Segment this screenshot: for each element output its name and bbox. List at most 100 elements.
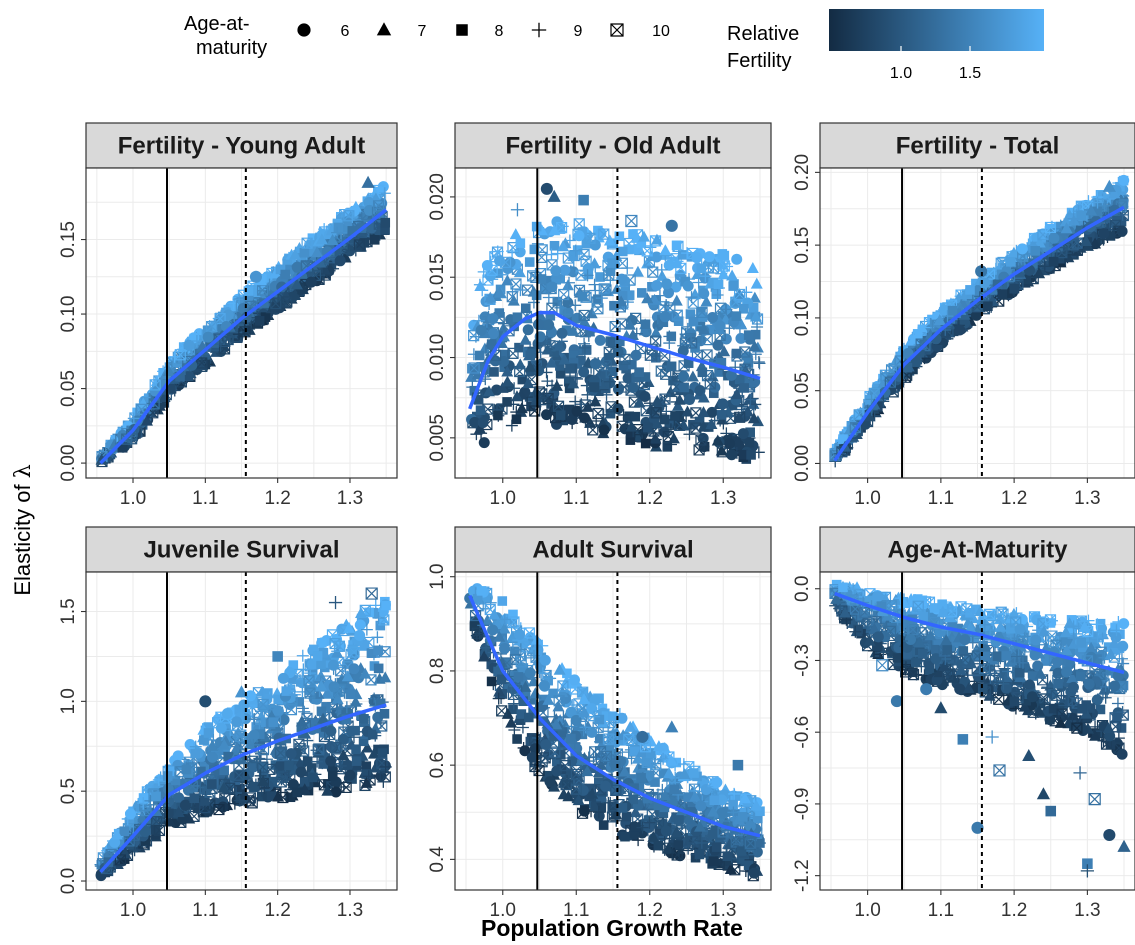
data-point: [538, 694, 549, 705]
data-point: [484, 596, 497, 609]
data-point: [712, 339, 724, 351]
data-point: [738, 449, 749, 460]
data-point: [718, 311, 728, 321]
data-point: [965, 285, 975, 295]
panel-title: Adult Survival: [532, 537, 693, 564]
y-tick-label: 0.010: [427, 334, 448, 382]
data-point: [666, 331, 677, 342]
data-point: [570, 714, 582, 726]
data-point: [714, 302, 727, 314]
data-point: [566, 733, 576, 744]
data-point: [296, 702, 309, 715]
data-point: [1092, 206, 1102, 217]
data-point: [941, 310, 954, 323]
data-point: [217, 781, 230, 793]
data-point: [695, 836, 708, 849]
data-point: [567, 324, 580, 336]
data-point: [218, 314, 228, 324]
y-tick-label: 0.015: [427, 253, 448, 301]
data-point: [207, 779, 217, 789]
data-point: [716, 410, 727, 420]
data-point: [496, 674, 507, 685]
data-point: [748, 302, 759, 313]
data-point: [654, 826, 665, 836]
data-point: [1007, 246, 1020, 258]
data-point: [689, 790, 702, 802]
data-point: [544, 275, 554, 286]
data-point: [513, 672, 524, 682]
data-point: [687, 836, 699, 848]
data-point: [637, 230, 650, 242]
data-point: [752, 837, 763, 848]
data-point: [1021, 274, 1031, 285]
data-point: [546, 323, 559, 335]
data-point: [625, 428, 636, 438]
data-point: [224, 724, 237, 737]
data-point: [679, 382, 689, 393]
data-point: [486, 339, 497, 349]
data-point: [655, 263, 668, 276]
data-point: [215, 722, 227, 734]
data-point: [318, 759, 328, 769]
x-tick-label: 1.3: [710, 900, 736, 921]
data-point: [321, 784, 334, 796]
data-point: [168, 350, 181, 363]
panel-strip: [85, 122, 398, 169]
data-point: [381, 600, 391, 611]
data-point: [664, 438, 677, 451]
data-point: [641, 292, 654, 304]
data-point: [650, 407, 662, 419]
data-point: [152, 773, 165, 786]
data-point: [484, 291, 497, 303]
data-point: [275, 759, 287, 771]
outlier-point: [328, 595, 343, 610]
data-point: [308, 772, 318, 783]
data-point: [625, 420, 638, 432]
data-point: [487, 328, 499, 340]
data-point: [750, 277, 763, 289]
data-point: [677, 345, 689, 357]
data-point: [1108, 187, 1121, 199]
data-point: [268, 717, 279, 727]
data-point: [701, 833, 712, 843]
data-point: [737, 428, 749, 440]
data-point: [593, 294, 603, 304]
outlier-point: [361, 175, 375, 188]
data-point: [726, 269, 739, 281]
data-point: [726, 449, 738, 461]
data-point: [575, 398, 588, 411]
data-point: [299, 247, 310, 258]
data-point: [578, 805, 590, 817]
color-legend-title-line2: Fertility: [727, 50, 791, 72]
data-point: [598, 228, 610, 240]
data-point: [473, 627, 486, 640]
data-point: [699, 270, 712, 283]
data-point: [623, 733, 635, 746]
data-point: [349, 244, 362, 257]
data-point: [627, 381, 639, 393]
data-point: [624, 720, 637, 732]
data-point: [206, 739, 219, 751]
data-point: [514, 284, 527, 297]
data-point: [124, 808, 136, 820]
data-point: [172, 759, 184, 771]
data-point: [653, 840, 664, 851]
outlier-point: [578, 194, 589, 206]
data-point: [311, 755, 324, 768]
grid: [455, 572, 771, 890]
data-point: [330, 786, 342, 798]
data-point: [533, 365, 545, 377]
data-point: [248, 713, 261, 726]
data-point: [365, 674, 377, 686]
data-point: [535, 224, 548, 236]
data-point: [533, 391, 546, 404]
data-point: [514, 365, 526, 378]
data-point: [507, 347, 519, 359]
data-point: [650, 326, 663, 338]
data-point: [605, 408, 616, 419]
data-point: [695, 800, 707, 812]
shape-legend-item-10: 10: [610, 23, 670, 40]
data-point: [513, 629, 525, 641]
data-point: [589, 239, 601, 251]
